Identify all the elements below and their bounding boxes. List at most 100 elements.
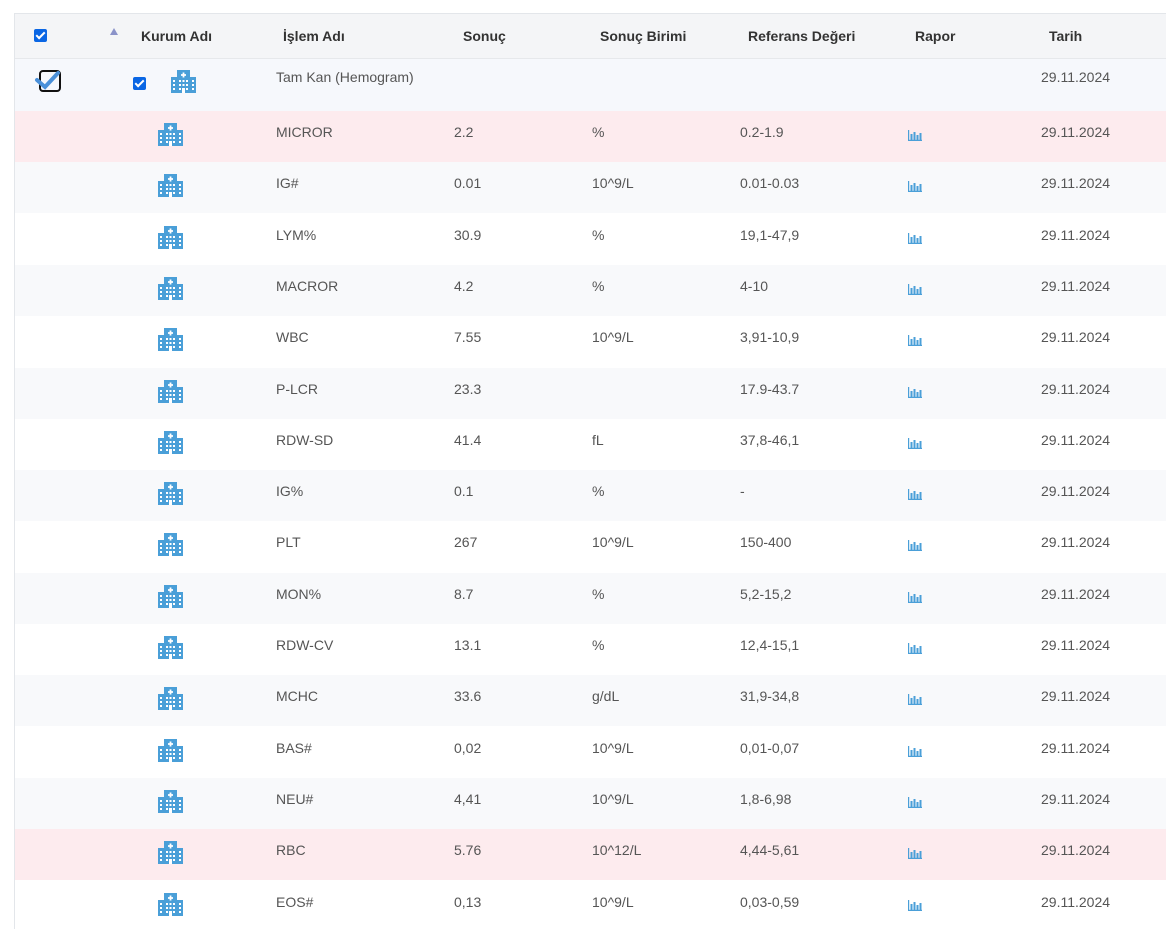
table-row[interactable]: LYM% 30.9% 19,1-47,9 29.11.2024 xyxy=(15,213,1166,265)
hospital-building-icon xyxy=(158,892,183,916)
hospital-building-icon xyxy=(158,841,183,865)
test-unit: 10^9/L xyxy=(592,175,634,192)
test-date: 29.11.2024 xyxy=(1041,637,1111,653)
table-row[interactable]: RBC 5.76 10^12/L 4,44-5,61 29.11.2024 xyxy=(15,829,1166,881)
table-row[interactable]: MON% 8.7% 5,2-15,2 29.11.2024 xyxy=(15,572,1166,624)
test-result: 0,02 xyxy=(454,739,482,756)
test-reference: 37,8-46,1 xyxy=(740,431,800,448)
hospital-building-icon xyxy=(158,225,183,249)
col-header-tarih[interactable]: Tarih xyxy=(1049,28,1083,44)
hospital-building-icon xyxy=(158,636,183,659)
table-row[interactable]: IG% 0.1% - 29.11.2024 xyxy=(15,470,1166,522)
bar-chart-icon[interactable] xyxy=(908,386,922,398)
table-header: Kurum Adı İşlem Adı Sonuç Sonuç Birimi R… xyxy=(15,14,1166,59)
test-result: 4,41 xyxy=(454,790,482,807)
bar-chart-icon[interactable] xyxy=(908,693,922,706)
test-name: RDW-SD xyxy=(276,431,334,448)
test-date: 29.11.2024 xyxy=(1041,431,1111,448)
test-result: 23.3 xyxy=(454,380,482,397)
table-row[interactable]: NEU# 4,41 10^9/L 1,8-6,98 29.11.2024 xyxy=(15,777,1166,829)
test-result: 0,13 xyxy=(454,893,482,910)
test-reference: 17.9-43.7 xyxy=(740,380,800,397)
bar-chart-icon[interactable] xyxy=(908,180,922,193)
test-name: NEU# xyxy=(276,790,314,807)
test-result: 8.7 xyxy=(454,585,474,602)
table-row[interactable]: P-LCR 23.3 17.9-43.7 29.11.2024 xyxy=(15,367,1166,419)
table-row[interactable]: RDW-CV 13.1% 12,4-15,1 29.11.2024 xyxy=(15,624,1166,675)
test-reference: 5,2-15,2 xyxy=(740,585,792,602)
bar-chart-icon[interactable] xyxy=(908,232,922,244)
results-table: Kurum Adı İşlem Adı Sonuç Sonuç Birimi R… xyxy=(14,13,1166,932)
table-row[interactable]: MACROR 4.2% 4-10 29.11.2024 xyxy=(15,264,1166,316)
bar-chart-icon[interactable] xyxy=(908,334,922,347)
bar-chart-icon[interactable] xyxy=(908,539,922,552)
table-row[interactable]: EOS# 0,13 10^9/L 0,03-0,59 29.11.2024 xyxy=(15,880,1166,932)
bar-chart-icon[interactable] xyxy=(908,745,922,757)
test-reference: 0,03-0,59 xyxy=(740,893,800,910)
test-date: 29.11.2024 xyxy=(1041,124,1111,140)
table-row[interactable]: WBC 7.55 10^9/L 3,91-10,9 29.11.2024 xyxy=(15,316,1166,368)
test-name: MON% xyxy=(276,585,322,602)
table-row[interactable]: MCHC 33.6 g/dL 31,9-34,8 29.11.2024 xyxy=(15,675,1166,727)
test-name: BAS# xyxy=(276,739,312,756)
test-name: RDW-CV xyxy=(276,637,334,653)
test-unit: 10^9/L xyxy=(592,893,634,910)
test-unit: 10^9/L xyxy=(592,534,634,551)
group-checkbox[interactable] xyxy=(133,77,146,90)
test-unit: % xyxy=(592,226,605,243)
table-row[interactable]: RDW-SD 41.4 fL 37,8-46,1 29.11.2024 xyxy=(15,418,1166,470)
test-date: 29.11.2024 xyxy=(1041,842,1111,859)
hospital-building-icon xyxy=(158,687,183,711)
test-name: MICROR xyxy=(276,124,333,140)
table-row[interactable]: MICROR 2.2% 0.2-1.9 29.11.2024 xyxy=(15,111,1166,162)
bar-chart-icon[interactable] xyxy=(908,847,922,860)
col-header-islem-adi[interactable]: İşlem Adı xyxy=(283,28,345,44)
test-reference: 0.2-1.9 xyxy=(740,124,784,140)
test-name: WBC xyxy=(276,329,309,346)
bar-chart-icon[interactable] xyxy=(908,129,922,141)
hospital-building-icon xyxy=(158,276,183,300)
sort-ascending-icon[interactable] xyxy=(110,28,118,35)
select-all-checkbox[interactable] xyxy=(34,29,47,42)
test-date: 29.11.2024 xyxy=(1041,585,1111,602)
bar-chart-icon[interactable] xyxy=(908,642,922,654)
test-result: 41.4 xyxy=(454,431,482,448)
test-name: IG% xyxy=(276,483,304,500)
hospital-building-icon xyxy=(158,123,183,146)
col-header-sonuc-birimi[interactable]: Sonuç Birimi xyxy=(600,28,687,44)
test-unit: fL xyxy=(592,431,604,448)
col-header-kurum-adi[interactable]: Kurum Adı xyxy=(141,28,213,44)
test-result: 267 xyxy=(454,534,478,551)
table-row[interactable]: IG# 0.01 10^9/L 0.01-0.03 29.11.2024 xyxy=(15,162,1166,214)
test-result: 2.2 xyxy=(454,124,474,140)
test-date: 29.11.2024 xyxy=(1041,329,1111,346)
bar-chart-icon[interactable] xyxy=(908,437,922,449)
bar-chart-icon[interactable] xyxy=(908,488,922,501)
test-unit: % xyxy=(592,124,605,140)
col-header-rapor[interactable]: Rapor xyxy=(915,28,956,44)
col-header-referans-degeri[interactable]: Referans Değeri xyxy=(748,28,856,44)
bar-chart-icon[interactable] xyxy=(908,796,922,808)
bar-chart-icon[interactable] xyxy=(908,591,922,603)
table-row[interactable]: PLT 267 10^9/L 150-400 29.11.2024 xyxy=(15,521,1166,573)
test-unit: % xyxy=(592,277,605,294)
col-header-sonuc[interactable]: Sonuç xyxy=(463,28,506,44)
test-date: 29.11.2024 xyxy=(1041,534,1111,551)
test-name: IG# xyxy=(276,175,299,192)
hospital-building-icon xyxy=(158,482,183,506)
group-row[interactable]: Tam Kan (Hemogram) 29.11.2024 xyxy=(15,59,1166,112)
hospital-building-icon xyxy=(158,789,183,813)
test-unit: 10^9/L xyxy=(592,739,634,756)
test-reference: 4-10 xyxy=(740,277,769,294)
hospital-building-icon xyxy=(171,70,196,93)
expand-collapse-button[interactable] xyxy=(35,70,61,92)
test-reference: 150-400 xyxy=(740,534,792,551)
test-reference: 3,91-10,9 xyxy=(740,329,800,346)
table-row[interactable]: BAS# 0,02 10^9/L 0,01-0,07 29.11.2024 xyxy=(15,726,1166,778)
group-name: Tam Kan (Hemogram) xyxy=(276,69,414,85)
test-date: 29.11.2024 xyxy=(1041,893,1111,910)
bar-chart-icon[interactable] xyxy=(908,283,922,295)
test-unit: 10^12/L xyxy=(592,842,642,859)
hospital-building-icon xyxy=(158,430,183,454)
bar-chart-icon[interactable] xyxy=(908,899,922,911)
